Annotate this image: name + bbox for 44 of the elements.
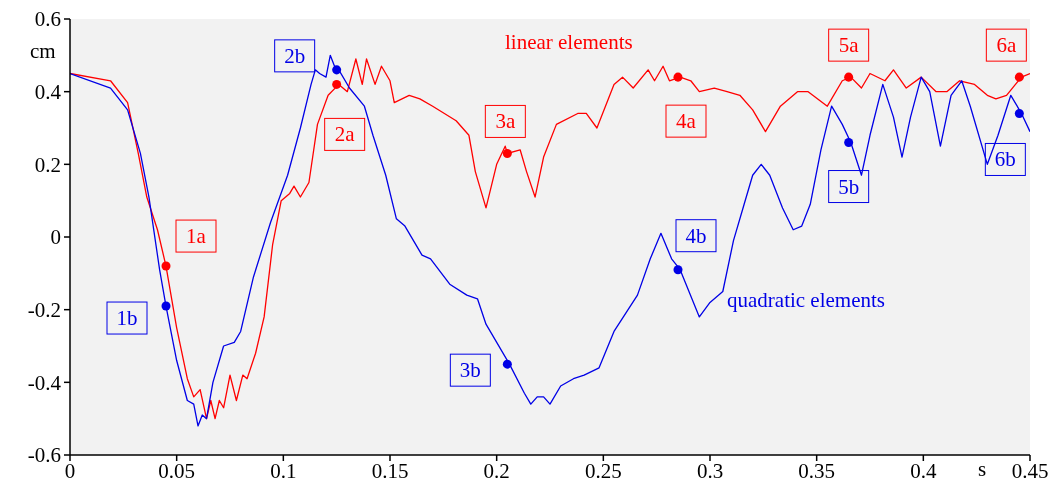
y-tick-label: 0.2 xyxy=(34,152,61,177)
y-tick-label: -0.2 xyxy=(27,298,61,323)
y-tick-label: 0.6 xyxy=(34,7,61,32)
annotation: 3a xyxy=(495,109,516,134)
y-tick-label: 0.4 xyxy=(34,80,62,105)
point xyxy=(673,72,683,82)
annotation: 4a xyxy=(676,109,697,134)
x-tick-label: 0.25 xyxy=(584,458,622,483)
y-tick-label: 0 xyxy=(50,225,61,250)
annotation: 2a xyxy=(334,122,356,147)
point xyxy=(502,359,512,369)
annotation: 2b xyxy=(284,43,306,68)
point xyxy=(673,265,683,275)
annotation: 5a xyxy=(838,33,860,58)
x-tick-label: 0.05 xyxy=(158,458,196,483)
series-label: linear elements xyxy=(505,29,633,56)
y-axis-title: cm xyxy=(30,38,56,64)
x-tick-label: 0.35 xyxy=(798,458,836,483)
annotation: 4b xyxy=(685,223,707,248)
y-tick-label: -0.6 xyxy=(27,443,61,468)
series-label: quadratic elements xyxy=(727,287,886,314)
point xyxy=(502,148,512,158)
x-axis-title: s xyxy=(978,456,987,482)
annotation: 3b xyxy=(459,358,481,383)
point xyxy=(1014,108,1024,118)
y-tick-label: -0.4 xyxy=(27,370,62,395)
x-tick-label: 0.2 xyxy=(483,458,510,483)
annotation: 6a xyxy=(996,33,1017,58)
point xyxy=(844,138,854,148)
annotation: 6b xyxy=(994,147,1016,172)
annotation: 5b xyxy=(838,174,860,199)
annotation: 1b xyxy=(116,306,138,331)
point xyxy=(844,72,854,82)
point xyxy=(332,79,342,89)
x-tick-label: 0.15 xyxy=(371,458,409,483)
point xyxy=(332,65,342,75)
x-tick-label: 0.3 xyxy=(696,458,724,483)
point xyxy=(161,301,171,311)
x-tick-label: 0.4 xyxy=(910,458,937,483)
annotation: 1a xyxy=(186,224,207,249)
x-tick-label: 0.45 xyxy=(1011,458,1049,483)
x-tick-label: 0.1 xyxy=(270,458,297,483)
point xyxy=(161,261,171,271)
point xyxy=(1014,72,1024,82)
